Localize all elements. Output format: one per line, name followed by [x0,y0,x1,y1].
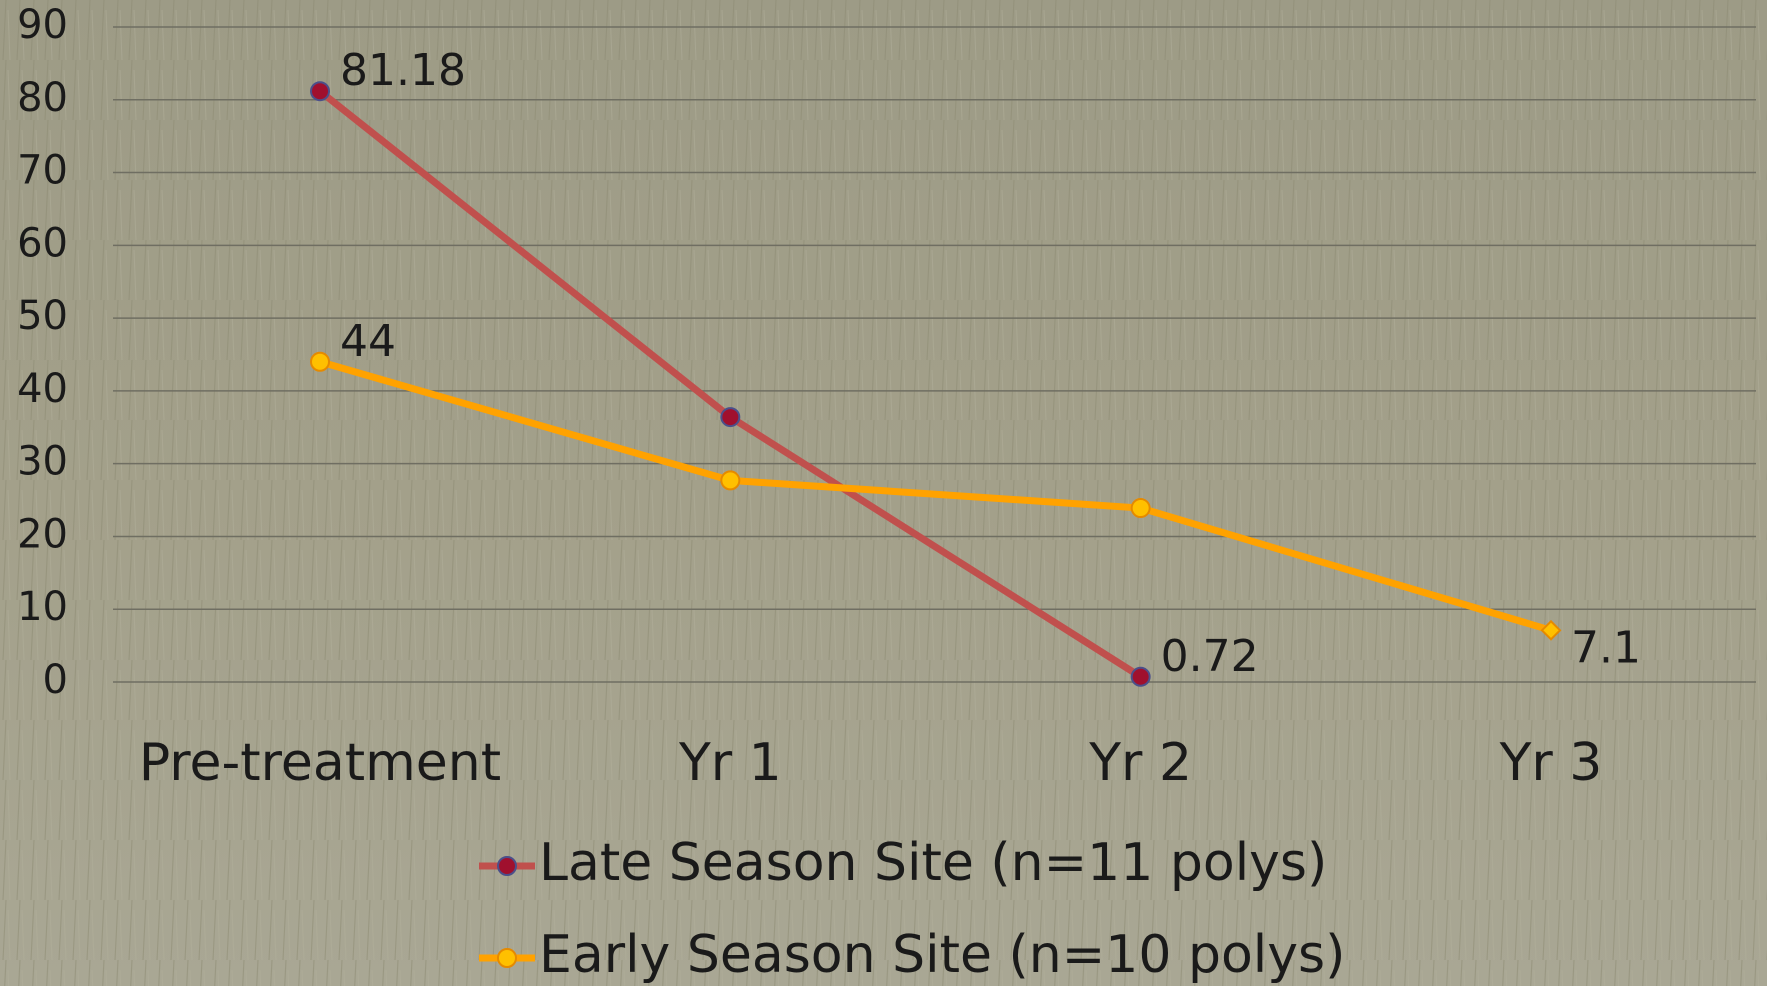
data-label: 7.1 [1571,622,1641,673]
y-tick-label: 30 [17,439,68,485]
legend-label: Early Season Site (n=10 polys) [539,925,1345,985]
chart: 0 10 20 30 40 50 60 70 80 90 Pre-treatment Yr 1 Yr 2… [0,0,1767,986]
point-marker [1132,499,1150,517]
y-tick-label: 40 [17,366,68,412]
x-tick-label: Pre-treatment [139,733,501,793]
data-label: 81.18 [340,45,466,96]
x-tick-label: Yr 2 [1088,733,1192,793]
data-label: 44 [340,316,396,367]
legend-label: Late Season Site (n=11 polys) [539,833,1327,893]
point-marker [721,471,739,489]
data-label: 0.72 [1161,631,1259,682]
legend-marker [498,857,516,875]
point-marker [721,408,739,426]
x-tick-label: Yr 3 [1499,733,1603,793]
y-tick-label: 90 [17,2,68,48]
point-marker [1132,668,1150,686]
point-marker [311,82,329,100]
y-tick-label: 70 [17,148,68,194]
legend-marker [498,949,516,967]
x-tick-label: Yr 1 [678,733,782,793]
y-tick-label: 50 [17,293,68,339]
y-tick-label: 20 [17,511,68,557]
point-marker [311,353,329,371]
y-tick-label: 0 [43,657,68,703]
y-tick-label: 60 [17,220,68,266]
y-tick-label: 80 [17,75,68,121]
y-tick-label: 10 [17,584,68,630]
